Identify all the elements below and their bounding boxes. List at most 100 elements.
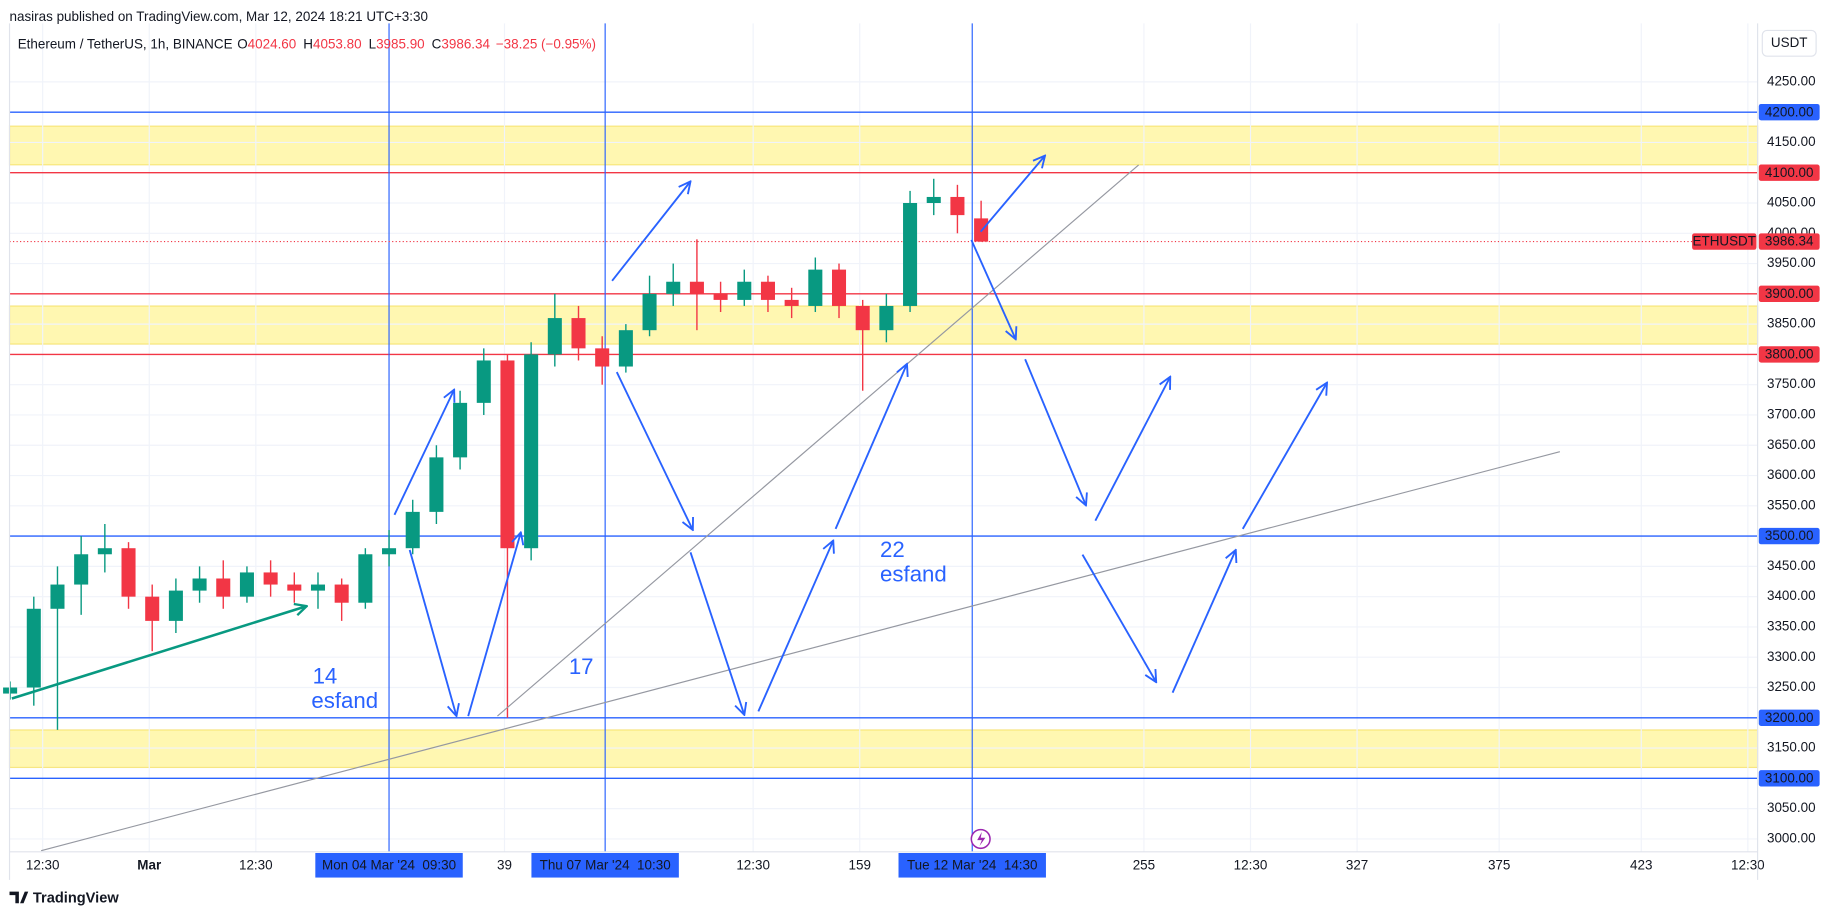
annotation: 17 xyxy=(569,654,594,679)
candle-body xyxy=(239,572,254,597)
level-tag xyxy=(1758,103,1820,121)
time-marker-label: Thu 07 Mar '24 10:30 xyxy=(540,857,671,872)
ohlc-value: 3986.34 xyxy=(441,36,490,51)
x-tick-label: 159 xyxy=(849,857,871,872)
arrow xyxy=(467,532,521,717)
logo-mark xyxy=(9,891,29,904)
candle-body xyxy=(263,572,278,585)
level-tag xyxy=(1758,164,1820,181)
symbol-name: Ethereum / TetherUS, 1h, BINANCE xyxy=(18,36,233,51)
ohlc-value: 4053.80 xyxy=(313,36,362,51)
x-tick-label: 12:30 xyxy=(239,857,273,872)
level-tag xyxy=(1758,709,1820,726)
logo: TradingView xyxy=(9,890,119,906)
y-tick-label: 3600.00 xyxy=(1767,467,1816,482)
candle-body xyxy=(926,196,941,204)
candles-layer xyxy=(3,178,989,730)
candle-body xyxy=(310,584,326,591)
x-tick-label: 423 xyxy=(1630,857,1652,872)
candle-body xyxy=(216,578,231,597)
candle-body xyxy=(879,305,894,331)
x-tick-label: 12:30 xyxy=(26,857,60,872)
level-label: 3100.00 xyxy=(1765,770,1814,785)
level-label: 3900.00 xyxy=(1765,286,1814,301)
y-tick-label: 3000.00 xyxy=(1767,830,1816,845)
y-tick-label: 3400.00 xyxy=(1767,588,1816,603)
y-tick-label: 3950.00 xyxy=(1767,255,1816,270)
x-tick-label: 12:30 xyxy=(736,857,770,872)
price-tag-label: 3986.34 xyxy=(1765,234,1814,249)
symbol-tag xyxy=(1692,233,1757,250)
x-tick-label: 375 xyxy=(1488,857,1510,872)
y-tick-label: 3550.00 xyxy=(1767,497,1816,512)
level-tag xyxy=(1758,770,1820,787)
candle-body xyxy=(74,554,89,585)
candle-body xyxy=(429,457,444,512)
x-tick-label: 12:30 xyxy=(1731,857,1765,872)
y-tick-label: 3700.00 xyxy=(1767,407,1816,422)
y-tick-label: 4150.00 xyxy=(1767,134,1816,149)
level-label: 3500.00 xyxy=(1765,528,1814,543)
arrow xyxy=(970,239,1015,339)
time-marker-tag xyxy=(898,852,1046,878)
arrow xyxy=(689,551,745,715)
level-label: 4100.00 xyxy=(1765,165,1814,180)
event-icon-bolt xyxy=(977,831,986,846)
ohlc-value: 3985.90 xyxy=(376,36,425,51)
x-tick-label: 39 xyxy=(497,857,512,872)
annotation: esfand xyxy=(880,562,947,587)
candle-body xyxy=(524,354,539,549)
y-tick-label: 3250.00 xyxy=(1767,679,1816,694)
candle-body xyxy=(760,281,775,300)
level-label: 4200.00 xyxy=(1765,104,1814,119)
ohlc-key: O xyxy=(237,36,247,51)
zone xyxy=(8,729,1759,769)
y-tick-label: 4250.00 xyxy=(1767,73,1816,88)
trend-line xyxy=(40,451,1561,852)
arrow xyxy=(408,549,457,716)
arrow xyxy=(757,541,833,712)
ohlc-value: 4024.60 xyxy=(248,36,297,51)
y-tick-label: 4050.00 xyxy=(1767,195,1816,210)
candle-body xyxy=(334,584,349,603)
ohlc-key: H xyxy=(303,36,313,51)
candle-body xyxy=(287,584,302,591)
candle-body xyxy=(26,608,41,688)
currency-button[interactable] xyxy=(1761,29,1817,57)
candle-body xyxy=(618,330,633,367)
time-marker-label: Tue 12 Mar '24 14:30 xyxy=(907,857,1038,872)
time-marker-label: Mon 04 Mar '24 09:30 xyxy=(322,857,456,872)
candle-body xyxy=(950,196,965,216)
candle-body xyxy=(453,402,468,458)
candle-body xyxy=(97,548,112,555)
candle-body xyxy=(855,305,870,331)
trend-line xyxy=(497,164,1140,717)
candle-body xyxy=(192,578,207,591)
publisher: nasiras published on TradingView.com, Ma… xyxy=(10,9,428,24)
arrow xyxy=(979,156,1045,233)
arrow xyxy=(615,371,693,530)
candle-body xyxy=(500,360,515,549)
level-label: 3200.00 xyxy=(1765,710,1814,725)
ohlc-key: C xyxy=(432,36,442,51)
candle-body xyxy=(666,281,681,294)
level-label: 3800.00 xyxy=(1765,347,1814,362)
y-tick-label: 3450.00 xyxy=(1767,558,1816,573)
candle-body xyxy=(3,687,18,694)
annotation: 14 xyxy=(313,663,338,688)
candle-body xyxy=(595,348,610,367)
arrow xyxy=(611,181,690,282)
drawings: 14 esfand 17 22 esfand xyxy=(11,156,1561,852)
candle-body xyxy=(547,318,562,355)
candle-body xyxy=(50,584,65,609)
arrow xyxy=(393,390,454,516)
green-arrow xyxy=(11,606,307,700)
price-tag xyxy=(1758,233,1820,250)
arrow xyxy=(834,364,907,530)
candle-body xyxy=(903,203,918,306)
candle-body xyxy=(831,269,847,306)
currency[interactable]: USDT xyxy=(1771,35,1808,50)
level-tag xyxy=(1758,527,1820,545)
time-marker-tag xyxy=(531,852,679,878)
